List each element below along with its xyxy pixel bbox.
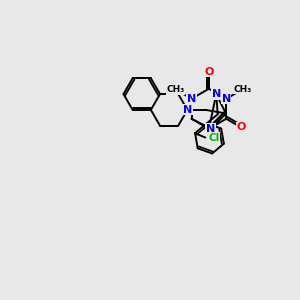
Text: N: N bbox=[212, 89, 221, 99]
Text: CH₃: CH₃ bbox=[234, 85, 252, 94]
Text: N: N bbox=[206, 124, 215, 134]
Text: N: N bbox=[222, 94, 231, 104]
Text: O: O bbox=[204, 67, 214, 77]
Text: N: N bbox=[187, 94, 196, 104]
Text: CH₃: CH₃ bbox=[167, 85, 185, 94]
Text: O: O bbox=[236, 122, 246, 132]
Text: N: N bbox=[183, 105, 192, 115]
Text: Cl: Cl bbox=[208, 133, 220, 142]
